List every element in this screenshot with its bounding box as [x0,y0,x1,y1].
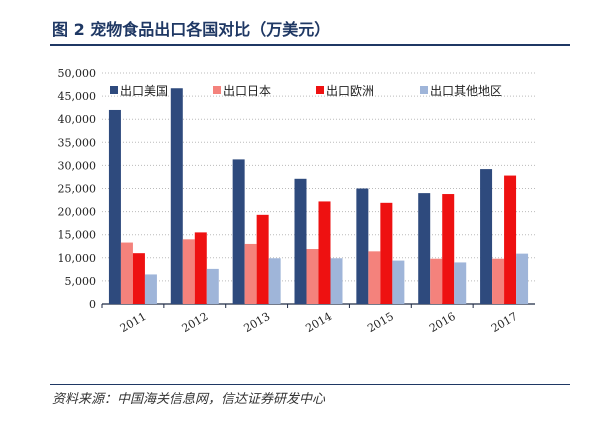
bar-2017-出口日本 [492,258,505,304]
y-tick-label: 0 [89,298,96,311]
x-tick-label: 2011 [118,310,149,335]
bar-2017-出口美国 [480,169,493,304]
y-tick-label: 45,000 [58,90,97,103]
bar-2011-出口欧洲 [132,253,145,304]
x-tick-label: 2017 [489,310,520,335]
bar-2011-出口日本 [120,242,133,304]
legend-label: 出口日本 [223,84,271,98]
x-tick-label: 2013 [242,310,273,335]
bar-2014-出口其他地区 [330,258,343,304]
bar-2016-出口其他地区 [454,262,467,304]
legend-swatch [420,86,428,94]
title-divider [50,44,570,46]
bar-2013-出口美国 [232,159,245,304]
legend-swatch [110,86,118,94]
bar-2011-出口美国 [108,109,121,305]
bar-2015-出口欧洲 [380,202,393,304]
bar-2014-出口欧洲 [318,201,331,304]
legend-label: 出口欧洲 [326,84,374,98]
y-tick-label: 20,000 [58,206,97,219]
bar-2017-出口欧洲 [504,175,517,304]
bar-2012-出口其他地区 [206,268,219,304]
bar-2012-出口欧洲 [194,232,207,304]
x-tick-label: 2012 [180,310,211,335]
bar-2015-出口美国 [356,188,369,304]
legend-label: 出口美国 [120,84,168,98]
y-tick-label: 10,000 [58,252,97,265]
y-tick-label: 40,000 [58,113,97,126]
bar-2016-出口日本 [430,258,443,304]
y-tick-label: 30,000 [58,159,97,172]
x-tick-label: 2016 [427,310,458,335]
x-tick-label: 2014 [303,310,334,335]
source-divider [50,384,570,385]
chart-title: 图 2 宠物食品出口各国对比（万美元） [52,20,331,39]
y-tick-label: 15,000 [58,229,97,242]
y-tick-label: 25,000 [58,183,97,196]
bar-2015-出口日本 [368,251,381,304]
bar-2013-出口日本 [244,243,257,304]
bar-2012-出口日本 [182,239,195,304]
bar-2011-出口其他地区 [144,274,157,304]
legend-label: 出口其他地区 [430,84,502,98]
legend-swatch [316,86,324,94]
y-tick-label: 5,000 [65,275,97,288]
bar-2014-出口日本 [306,249,319,304]
y-tick-label: 35,000 [58,136,97,149]
bar-2016-出口欧洲 [442,194,455,304]
y-tick-label: 50,000 [58,67,97,80]
source-note: 资料来源：中国海关信息网，信达证券研发中心 [52,392,326,407]
bar-2016-出口美国 [418,193,431,304]
bar-2013-出口其他地区 [268,258,281,304]
bar-2017-出口其他地区 [516,253,529,304]
bar-2014-出口美国 [294,178,307,304]
legend-swatch [213,86,221,94]
x-tick-label: 2015 [365,310,396,335]
bar-2015-出口其他地区 [392,260,405,304]
bar-2013-出口欧洲 [256,214,269,304]
bar-2012-出口美国 [170,88,183,304]
